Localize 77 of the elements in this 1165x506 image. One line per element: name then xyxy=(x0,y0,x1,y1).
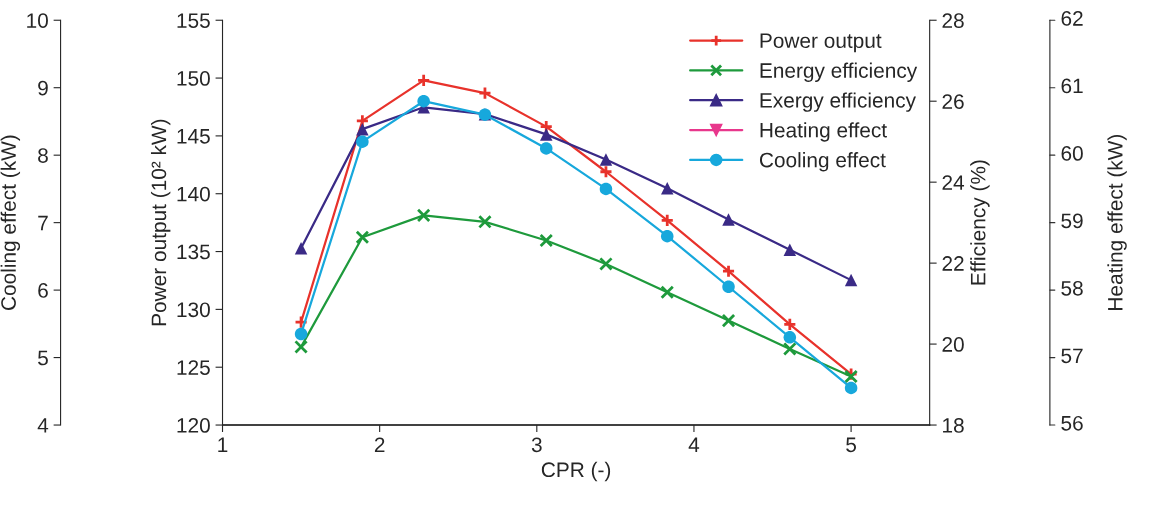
y3-axis-title: Cooling effect (kW) xyxy=(0,135,21,310)
y3-tick-label: 8 xyxy=(38,148,48,163)
y-tick-label: 145 xyxy=(177,129,210,144)
y2-tick-label: 18 xyxy=(943,418,964,433)
point xyxy=(356,135,369,148)
y2-axis-title: Efficiency (%) xyxy=(970,160,990,285)
text: 62 xyxy=(1061,11,1083,26)
point xyxy=(660,181,674,195)
point xyxy=(844,273,858,287)
y-tick-label: 155 xyxy=(177,13,210,28)
point xyxy=(539,233,554,248)
point xyxy=(478,214,492,229)
point xyxy=(416,208,431,223)
legend-label: Exergy efficiency xyxy=(760,92,916,112)
point xyxy=(660,213,675,228)
y3-tick-label: 5 xyxy=(38,350,48,366)
point xyxy=(599,164,613,179)
legend-label: Power output xyxy=(760,33,882,53)
y3-tick-label: 9 xyxy=(38,80,48,96)
legend-label: Heating effect xyxy=(760,122,887,142)
x-tick-label: 1 xyxy=(218,437,228,452)
point xyxy=(478,86,492,101)
y-tick-label: 120 xyxy=(177,418,210,433)
point xyxy=(294,327,308,341)
legend-label: Cooling effect xyxy=(759,152,886,172)
point xyxy=(294,339,309,354)
text: Heating effect (kW) xyxy=(1107,134,1127,310)
point xyxy=(417,94,430,108)
y2-tick-label: 28 xyxy=(942,13,964,28)
point xyxy=(356,122,369,136)
x-tick-label: 3 xyxy=(531,437,542,453)
x-axis-title: CPR (-) xyxy=(541,461,611,482)
y3-tick-label: 10 xyxy=(27,13,48,28)
y-tick-label: 140 xyxy=(177,186,210,202)
point xyxy=(355,230,370,245)
y3-tick-label: 7 xyxy=(38,215,48,231)
point xyxy=(782,317,797,332)
point xyxy=(539,119,554,134)
y-tick-label: 130 xyxy=(177,302,210,318)
point xyxy=(721,313,736,328)
text: 59 xyxy=(1061,213,1083,229)
point xyxy=(599,153,613,166)
point xyxy=(722,213,735,226)
text: 57 xyxy=(1061,348,1083,364)
y-axis-title: Power output (10² kW) xyxy=(150,119,171,326)
y2-tick-label: 20 xyxy=(942,337,964,352)
point xyxy=(660,229,674,243)
y-tick-label: 125 xyxy=(177,360,210,375)
point xyxy=(539,142,553,155)
point xyxy=(783,331,797,344)
x-tick-label: 2 xyxy=(374,437,385,452)
point xyxy=(721,264,736,279)
y3-tick-label: 4 xyxy=(37,418,49,433)
point xyxy=(660,285,675,300)
y2-tick-label: 22 xyxy=(942,256,964,271)
y2-tick-label: 26 xyxy=(942,94,964,109)
legend-label: Energy efficiency xyxy=(760,62,918,82)
y2-tick-label: 24 xyxy=(942,175,965,190)
point xyxy=(416,73,431,88)
point xyxy=(539,128,553,141)
point xyxy=(355,113,370,128)
x-tick-label: 4 xyxy=(688,437,700,452)
point xyxy=(783,243,797,257)
point xyxy=(782,341,797,356)
y3-tick-label: 6 xyxy=(38,283,48,298)
point xyxy=(722,280,735,293)
point xyxy=(599,256,613,271)
text: 56 xyxy=(1061,415,1083,431)
x-tick-label: 5 xyxy=(846,437,857,453)
text: 60 xyxy=(1061,146,1083,161)
point xyxy=(599,182,613,196)
point xyxy=(294,241,308,255)
y-tick-label: 135 xyxy=(177,244,210,260)
text: 58 xyxy=(1061,280,1083,296)
point xyxy=(844,381,858,395)
y-tick-label: 150 xyxy=(177,71,210,86)
text: 61 xyxy=(1061,78,1083,94)
